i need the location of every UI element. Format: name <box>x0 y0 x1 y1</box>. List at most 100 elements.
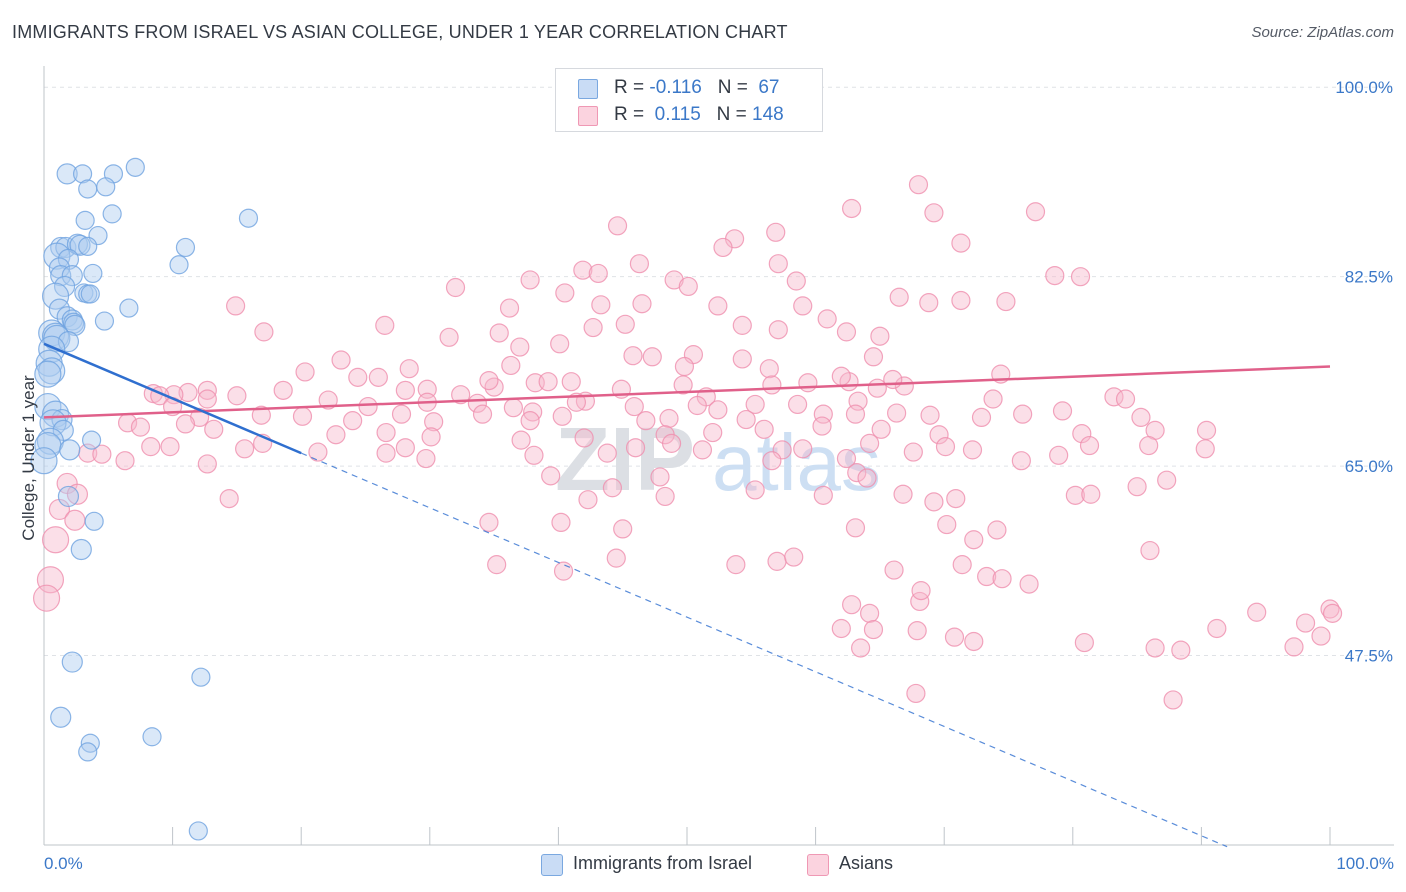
point-asians <box>1052 401 1073 421</box>
point-asians <box>489 323 509 343</box>
point-asians <box>555 283 575 303</box>
bottom-swatch-asians <box>807 854 829 876</box>
point-israel <box>41 282 70 310</box>
point-asians <box>624 396 644 417</box>
y-tick-label: 47.5% <box>1345 647 1393 666</box>
point-asians <box>1115 389 1136 409</box>
bottom-legend-israel: Immigrants from Israel <box>541 852 781 876</box>
point-asians <box>708 400 728 420</box>
point-israel <box>38 357 66 385</box>
point-asians <box>487 555 507 575</box>
point-asians <box>894 376 914 396</box>
point-asians <box>1311 626 1331 646</box>
legend-n-label: N = <box>717 77 754 98</box>
point-asians <box>197 454 217 474</box>
point-asians <box>951 233 971 253</box>
point-asians <box>41 526 70 554</box>
point-asians <box>870 326 890 346</box>
point-asians <box>883 369 903 390</box>
watermark-atlas: atlas <box>712 418 881 507</box>
point-israel <box>64 314 86 336</box>
point-asians <box>971 407 992 428</box>
point-asians <box>836 322 857 342</box>
point-asians <box>793 296 813 316</box>
point-asians <box>583 317 603 338</box>
point-asians <box>511 430 531 450</box>
point-asians <box>1157 470 1177 490</box>
point-asians <box>292 406 313 426</box>
point-asians <box>983 389 1003 409</box>
point-asians <box>175 414 196 434</box>
point-asians <box>1070 267 1091 287</box>
point-asians <box>1025 202 1046 222</box>
point-asians <box>501 355 521 376</box>
point-asians <box>745 480 765 500</box>
point-asians <box>343 411 363 431</box>
point-asians <box>987 520 1007 540</box>
y-tick-label: 65.0% <box>1345 457 1393 476</box>
point-asians <box>399 359 419 379</box>
point-israel <box>59 439 81 461</box>
point-asians <box>893 484 913 504</box>
legend-r-label: R = <box>614 77 650 98</box>
point-asians <box>836 448 857 469</box>
y-axis-label: College, Under 1 year <box>19 375 38 541</box>
point-asians <box>903 442 923 462</box>
point-asians <box>395 380 415 400</box>
point-asians <box>768 320 788 340</box>
point-asians <box>831 618 851 639</box>
point-asians <box>863 347 884 367</box>
point-asians <box>636 411 656 431</box>
point-asians <box>977 566 997 587</box>
point-asians <box>787 394 808 415</box>
point-asians <box>552 406 572 426</box>
point-asians <box>951 290 971 311</box>
point-asians <box>197 389 217 409</box>
point-asians <box>623 346 643 366</box>
point-asians <box>1079 435 1100 456</box>
point-asians <box>1195 439 1215 459</box>
y-tick-label: 100.0% <box>1335 78 1393 97</box>
point-asians <box>358 396 378 417</box>
point-asians <box>421 427 441 447</box>
point-asians <box>920 405 940 425</box>
point-asians <box>1139 435 1159 456</box>
point-asians <box>591 295 611 315</box>
point-asians <box>625 438 646 458</box>
point-asians <box>813 485 833 505</box>
legend-row-asians: R = 0.115 N = 148 <box>578 104 784 126</box>
point-asians <box>703 422 723 443</box>
point-asians <box>32 584 61 612</box>
point-asians <box>510 337 530 357</box>
point-asians <box>416 448 436 469</box>
point-israel <box>125 157 145 177</box>
point-asians <box>613 519 633 539</box>
legend-row-israel: R = -0.116 N = 67 <box>578 77 779 99</box>
point-asians <box>793 439 813 459</box>
point-asians <box>1013 404 1033 424</box>
point-asians <box>767 551 787 571</box>
point-asians <box>860 433 880 453</box>
point-asians <box>1196 420 1217 440</box>
point-asians <box>659 408 679 429</box>
point-asians <box>561 372 581 392</box>
point-asians <box>66 483 89 505</box>
point-asians <box>348 367 368 387</box>
point-asians <box>906 683 926 704</box>
point-asians <box>907 621 927 641</box>
point-asians <box>553 561 574 581</box>
point-asians <box>762 375 782 395</box>
point-asians <box>178 382 198 403</box>
point-asians <box>503 398 523 418</box>
bottom-legend-asians: Asians <box>807 852 917 876</box>
point-asians <box>1045 265 1065 286</box>
point-israel <box>188 821 208 841</box>
point-israel <box>61 264 83 287</box>
bottom-swatch-israel <box>541 854 563 876</box>
point-asians <box>842 595 862 615</box>
point-asians <box>254 322 274 342</box>
point-asians <box>484 377 504 397</box>
point-asians <box>273 380 293 400</box>
point-israel <box>83 263 103 284</box>
